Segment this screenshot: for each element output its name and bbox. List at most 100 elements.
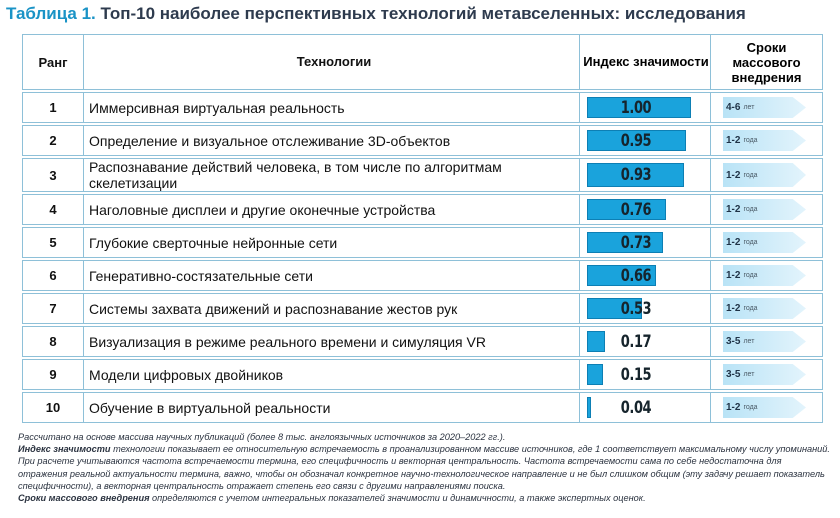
table-row: 7 Системы захвата движений и распознавани…: [22, 293, 823, 324]
time-chevron: 1-2 года: [723, 130, 806, 151]
index-bar: [587, 364, 603, 385]
index-value: 0.66: [620, 265, 652, 286]
time-years: 3-5: [726, 336, 741, 347]
rank-cell: 6: [49, 268, 57, 283]
time-years: 1-2: [726, 135, 741, 146]
time-cell: 1-2 года: [711, 228, 822, 257]
index-value: 0.95: [620, 130, 652, 151]
tech-cell: Обучение в виртуальной реальности: [89, 399, 331, 416]
rank-cell: 5: [49, 235, 57, 250]
time-years: 4-6: [726, 102, 741, 113]
index-cell: 0.15: [581, 360, 711, 389]
rank-cell: 4: [49, 202, 57, 217]
note-time-term: Сроки массового внедрения: [18, 493, 150, 504]
rank-cell: 7: [49, 301, 57, 316]
time-chevron: 1-2 года: [723, 163, 806, 187]
note-index: Индекс значимости технологии показывает …: [18, 443, 830, 492]
index-cell: 0.95: [581, 126, 711, 155]
rank-cell: 2: [49, 133, 57, 148]
table-row: 4 Наголовные дисплеи и другие оконечные у…: [22, 194, 823, 225]
index-bar: [587, 199, 666, 220]
note-time: Сроки массового внедрения определяются с…: [18, 492, 830, 504]
header-tech: Технологии: [296, 54, 372, 69]
time-cell: 1-2 года: [711, 261, 822, 290]
table-row: 10 Обучение в виртуальной реальности 0.04 1…: [22, 392, 823, 423]
time-cell: 3-5 лет: [711, 360, 822, 389]
time-unit: года: [743, 404, 758, 411]
index-bar: [587, 97, 691, 118]
index-cell: 0.76: [581, 195, 711, 224]
time-chevron: 3-5 лет: [723, 331, 806, 352]
rank-cell: 10: [45, 400, 61, 415]
note-index-term: Индекс значимости: [18, 444, 111, 455]
time-years: 1-2: [726, 303, 741, 314]
index-cell: 0.66: [581, 261, 711, 290]
index-bar: [587, 298, 642, 319]
note-time-text: определяются с учетом интегральных показ…: [149, 493, 646, 504]
time-unit: года: [743, 206, 758, 213]
time-chevron: 1-2 года: [723, 298, 806, 319]
time-years: 3-5: [726, 369, 741, 380]
index-value: 0.17: [620, 331, 652, 352]
rank-cell: 1: [49, 100, 57, 115]
index-bar: [587, 232, 663, 253]
time-cell: 1-2 года: [711, 195, 822, 224]
time-unit: года: [743, 137, 758, 144]
technology-table: Ранг Технологии Индекс значимости Сроки …: [22, 34, 823, 425]
time-cell: 3-5 лет: [711, 327, 822, 356]
header-index: Индекс значимости: [583, 54, 709, 69]
time-cell: 1-2 года: [711, 294, 822, 323]
tech-cell: Наголовные дисплеи и другие оконечные ус…: [89, 201, 436, 218]
note-source: Рассчитано на основе массива научных пуб…: [18, 432, 506, 442]
time-cell: 1-2 года: [711, 159, 822, 191]
table-header: Ранг Технологии Индекс значимости Сроки …: [22, 34, 823, 90]
table-row: 9 Модели цифровых двойников 0.15 3-5 лет: [22, 359, 823, 390]
rank-cell: 9: [49, 367, 57, 382]
tech-cell: Определение и визуальное отслеживание 3D…: [89, 132, 451, 149]
time-unit: года: [743, 272, 758, 279]
tech-cell: Распознавание действий человека, в том ч…: [89, 159, 502, 191]
index-value: 0.76: [620, 199, 652, 220]
tech-cell: Системы захвата движений и распознавание…: [89, 300, 458, 317]
table-row: 6 Генеративно-состязательные сети 0.66 1-2 г…: [22, 260, 823, 291]
table-row: 2 Определение и визуальное отслеживание 3…: [22, 125, 823, 156]
table-title: Таблица 1. Топ-10 наиболее перспективных…: [6, 4, 746, 24]
time-unit: года: [743, 305, 758, 312]
index-bar: [587, 397, 591, 418]
time-years: 1-2: [726, 402, 741, 413]
time-unit: лет: [743, 104, 755, 111]
rank-cell: 3: [49, 167, 57, 183]
index-cell: 0.93: [581, 159, 711, 191]
time-unit: года: [743, 239, 758, 246]
time-cell: 1-2 года: [711, 126, 822, 155]
time-chevron: 1-2 года: [723, 232, 806, 253]
index-cell: 0.17: [581, 327, 711, 356]
time-chevron: 1-2 года: [723, 199, 806, 220]
tech-cell: Генеративно-состязательные сети: [89, 267, 313, 284]
rank-cell: 8: [49, 334, 57, 349]
index-value: 0.53: [620, 298, 652, 319]
tech-cell: Модели цифровых двойников: [89, 366, 284, 383]
index-cell: 1.00: [581, 93, 711, 122]
footnotes: Рассчитано на основе массива научных пуб…: [18, 431, 830, 504]
index-cell: 0.04: [581, 393, 711, 422]
time-chevron: 3-5 лет: [723, 364, 806, 385]
time-unit: года: [743, 171, 758, 179]
time-unit: лет: [743, 371, 755, 378]
index-bar: [587, 331, 605, 352]
note-index-text: технологии показывает ее относительную в…: [18, 444, 830, 491]
index-bar: [587, 130, 686, 151]
table-title-text: Топ-10 наиболее перспективных технологий…: [100, 4, 746, 23]
index-cell: 0.53: [581, 294, 711, 323]
table-row: 8 Визуализация в режиме реального времени…: [22, 326, 823, 357]
table-number: Таблица 1.: [6, 4, 96, 23]
time-years: 1-2: [726, 270, 741, 281]
index-bar: [587, 163, 684, 187]
table-row: 1 Иммерсивная виртуальная реальность 1.00 4…: [22, 92, 823, 123]
tech-cell: Визуализация в режиме реального времени …: [89, 333, 486, 350]
time-cell: 4-6 лет: [711, 93, 822, 122]
time-cell: 1-2 года: [711, 393, 822, 422]
index-cell: 0.73: [581, 228, 711, 257]
index-value: 0.15: [620, 364, 652, 385]
time-unit: лет: [743, 338, 755, 345]
